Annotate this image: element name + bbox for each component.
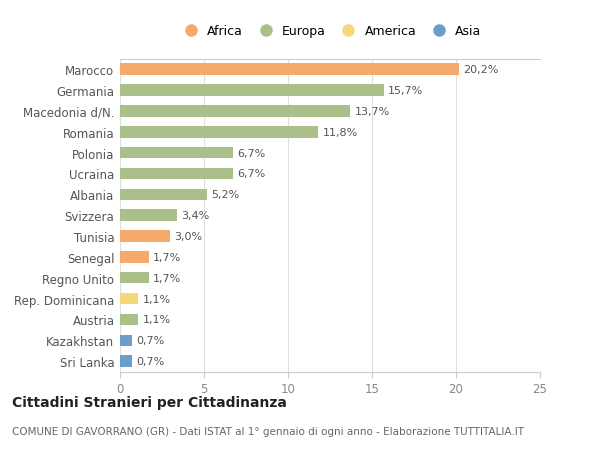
Text: 0,7%: 0,7% [136, 356, 164, 366]
Bar [120, 356, 132, 367]
Text: 15,7%: 15,7% [388, 86, 423, 96]
Text: 1,1%: 1,1% [143, 294, 171, 304]
Bar [120, 106, 350, 118]
Bar [120, 189, 208, 201]
Text: 5,2%: 5,2% [212, 190, 240, 200]
Text: 3,0%: 3,0% [175, 231, 203, 241]
Legend: Africa, Europa, America, Asia: Africa, Europa, America, Asia [179, 25, 481, 38]
Bar [120, 85, 384, 96]
Text: 13,7%: 13,7% [355, 106, 389, 117]
Text: 20,2%: 20,2% [464, 65, 499, 75]
Text: 1,1%: 1,1% [143, 315, 171, 325]
Text: 1,7%: 1,7% [153, 252, 181, 263]
Text: 3,4%: 3,4% [181, 211, 209, 221]
Bar [120, 148, 233, 159]
Text: 6,7%: 6,7% [237, 169, 265, 179]
Text: 1,7%: 1,7% [153, 273, 181, 283]
Bar [120, 273, 149, 284]
Bar [120, 210, 177, 221]
Bar [120, 335, 132, 346]
Bar [120, 64, 460, 76]
Bar [120, 293, 139, 305]
Text: 6,7%: 6,7% [237, 148, 265, 158]
Bar [120, 314, 139, 325]
Text: Cittadini Stranieri per Cittadinanza: Cittadini Stranieri per Cittadinanza [12, 395, 287, 409]
Bar [120, 168, 233, 180]
Text: COMUNE DI GAVORRANO (GR) - Dati ISTAT al 1° gennaio di ogni anno - Elaborazione : COMUNE DI GAVORRANO (GR) - Dati ISTAT al… [12, 426, 524, 436]
Bar [120, 231, 170, 242]
Bar [120, 252, 149, 263]
Bar [120, 127, 318, 138]
Text: 11,8%: 11,8% [322, 128, 358, 138]
Text: 0,7%: 0,7% [136, 336, 164, 346]
